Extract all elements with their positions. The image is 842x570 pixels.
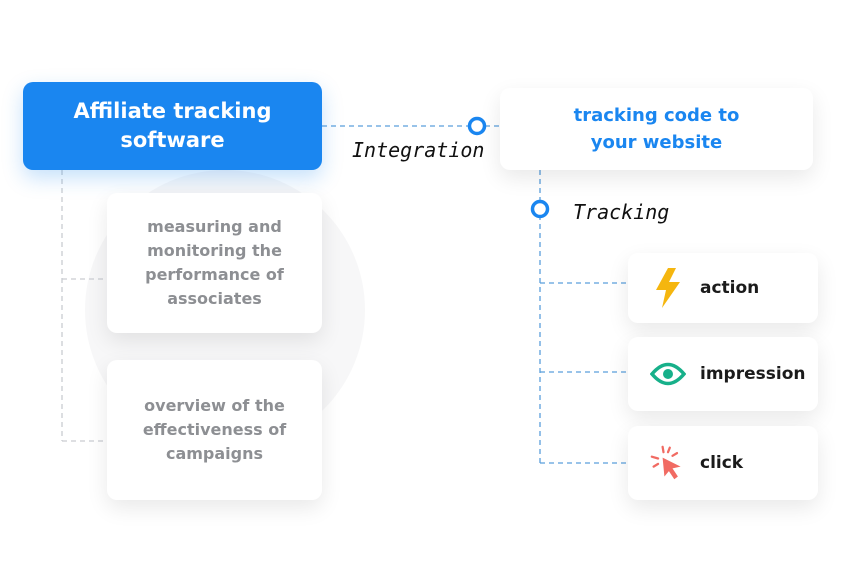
item-label: action [700, 278, 760, 298]
item-label: click [700, 453, 744, 473]
eye-icon [650, 356, 686, 392]
lightning-icon [650, 268, 686, 308]
feature-card: overview of the effectiveness of campaig… [107, 360, 322, 500]
tracking-code-box: tracking code to your website [500, 88, 813, 170]
affiliate-tracking-label: Affiliate tracking software [73, 99, 272, 152]
tracking-item-impression: impression [628, 337, 818, 411]
integration-node [467, 116, 487, 136]
feature-label: overview of the effectiveness of campaig… [142, 396, 287, 463]
affiliate-tracking-box: Affiliate tracking software [23, 82, 322, 170]
tracking-code-label: tracking code to your website [573, 105, 740, 153]
tracking-label: Tracking [573, 200, 670, 224]
tracking-item-click: click [628, 426, 818, 500]
cursor-click-icon [650, 445, 686, 481]
feature-card: measuring and monitoring the performance… [107, 193, 322, 333]
tracking-item-action: action [628, 253, 818, 323]
integration-label: Integration [352, 138, 485, 162]
item-label: impression [700, 364, 806, 384]
tracking-node [530, 199, 550, 219]
feature-label: measuring and monitoring the performance… [145, 217, 284, 308]
